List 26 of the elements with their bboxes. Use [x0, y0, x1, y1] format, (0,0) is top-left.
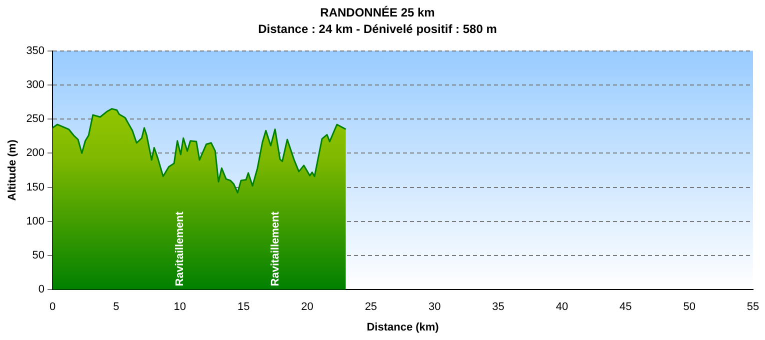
y-tick-label: 200	[26, 147, 45, 160]
x-tick-label: 40	[556, 301, 568, 314]
x-tick-label: 15	[237, 301, 250, 314]
y-axis-title: Altitude (m)	[6, 139, 19, 201]
y-tick-label: 250	[26, 113, 45, 126]
y-tick-label: 50	[32, 250, 45, 262]
y-tick-label: 150	[26, 181, 45, 194]
x-tick-label: 50	[683, 301, 696, 314]
y-tick-label: 0	[38, 284, 45, 296]
chart-subtitle: Distance : 24 km - Dénivelé positif : 580 m	[258, 22, 497, 36]
chart-title: RANDONNÉE 25 km	[320, 6, 435, 20]
y-tick-label: 300	[26, 78, 45, 91]
x-tick-label: 35	[492, 301, 504, 314]
x-tick-label: 30	[428, 301, 441, 314]
x-tick-label: 55	[746, 301, 760, 314]
x-tick-label: 25	[364, 301, 378, 314]
y-tick-label: 350	[26, 44, 45, 57]
x-tick-label: 5	[113, 301, 120, 314]
x-axis-title: Distance (km)	[366, 321, 440, 334]
y-tick-label: 100	[26, 215, 45, 228]
annotation: Ravitaillement	[174, 211, 186, 286]
x-tick-label: 10	[174, 301, 186, 314]
x-tick-label: 0	[49, 301, 56, 314]
x-tick-label: 20	[301, 301, 314, 314]
x-tick-label: 45	[620, 301, 632, 314]
annotation: Ravitaillement	[269, 211, 282, 286]
